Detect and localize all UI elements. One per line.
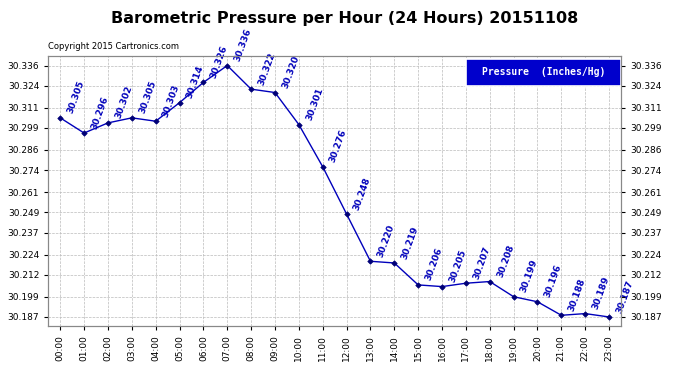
Text: 30.296: 30.296 [90, 94, 110, 130]
Text: 30.322: 30.322 [257, 51, 277, 86]
Text: 30.303: 30.303 [161, 83, 181, 118]
Text: 30.326: 30.326 [209, 44, 229, 80]
Text: 30.207: 30.207 [471, 245, 492, 280]
Text: 30.206: 30.206 [424, 247, 444, 282]
Text: 30.305: 30.305 [66, 80, 86, 115]
Text: 30.320: 30.320 [281, 54, 301, 90]
Text: 30.208: 30.208 [495, 243, 515, 279]
Text: 30.187: 30.187 [615, 279, 635, 314]
Text: 30.301: 30.301 [304, 86, 324, 122]
Text: 30.276: 30.276 [328, 128, 348, 164]
Text: 30.248: 30.248 [352, 176, 373, 211]
Text: 30.302: 30.302 [114, 85, 134, 120]
Text: 30.220: 30.220 [376, 223, 396, 258]
Text: 30.336: 30.336 [233, 27, 253, 63]
Text: 30.219: 30.219 [400, 225, 420, 260]
Text: 30.314: 30.314 [185, 64, 206, 100]
Text: 30.188: 30.188 [567, 277, 587, 312]
Text: 30.205: 30.205 [448, 248, 468, 284]
Text: 30.189: 30.189 [591, 275, 611, 311]
Text: 30.305: 30.305 [137, 80, 157, 115]
Text: Barometric Pressure per Hour (24 Hours) 20151108: Barometric Pressure per Hour (24 Hours) … [111, 11, 579, 26]
Text: 30.199: 30.199 [519, 258, 540, 294]
Text: Copyright 2015 Cartronics.com: Copyright 2015 Cartronics.com [48, 42, 179, 51]
Text: 30.196: 30.196 [543, 263, 563, 299]
